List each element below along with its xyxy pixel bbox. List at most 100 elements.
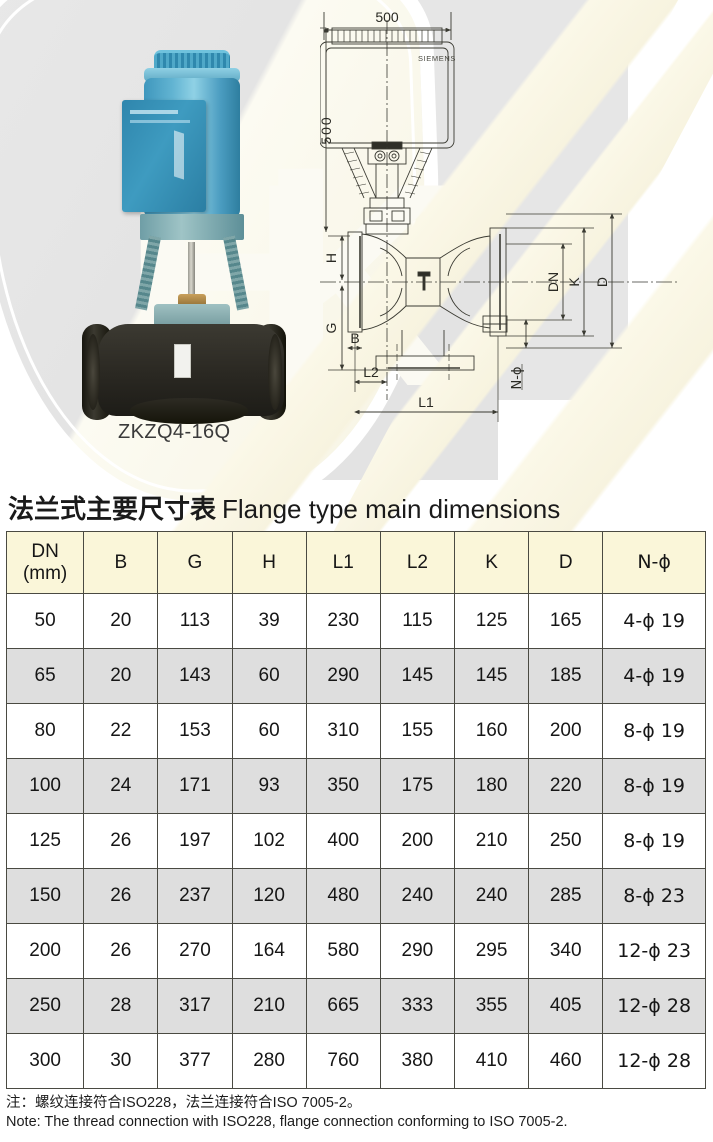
valve-flange-face-left <box>86 334 100 410</box>
table-row: 250 28 317 210 665 333 355 405 12-ϕ 28 <box>5 978 706 1034</box>
drawing-label-k: K <box>566 277 582 287</box>
table-cell: 285 <box>528 868 604 924</box>
table-cell: 480 <box>305 868 381 924</box>
product-illustration-area: ZKZQ4-16Q <box>0 0 713 480</box>
table-cell: 125 <box>5 813 85 869</box>
flange-dimension-table: DN (mm) B G H L1 L2 K D N-ϕ 50 20 113 39 230… <box>5 531 706 1089</box>
table-cell: 180 <box>453 758 530 814</box>
valve-bottom-flange <box>130 398 248 424</box>
table-cell: 300 <box>5 1033 85 1089</box>
table-cell: 12-ϕ 23 <box>602 923 706 979</box>
table-cell: 400 <box>305 813 381 869</box>
table-cell: 20 <box>83 593 159 649</box>
table-cell: 8-ϕ 23 <box>602 868 706 924</box>
drawing-label-dn: DN <box>545 272 561 292</box>
table-cell: 760 <box>305 1033 381 1089</box>
section-title: 法兰式主要尺寸表 Flange type main dimensions <box>8 489 560 526</box>
table-row: 200 26 270 164 580 290 295 340 12-ϕ 23 <box>5 923 706 979</box>
valve-stem <box>188 242 195 300</box>
table-cell: 8-ϕ 19 <box>602 703 706 759</box>
table-cell: 185 <box>528 648 604 704</box>
table-cell: 153 <box>157 703 233 759</box>
table-cell: 80 <box>5 703 85 759</box>
table-cell: 145 <box>379 648 455 704</box>
table-cell: 230 <box>305 593 381 649</box>
table-cell: 60 <box>231 648 307 704</box>
table-cell: 200 <box>528 703 604 759</box>
table-cell: 100 <box>5 758 85 814</box>
table-cell: 270 <box>157 923 233 979</box>
table-cell: 200 <box>5 923 85 979</box>
table-cell: 310 <box>305 703 381 759</box>
table-cell: 28 <box>83 978 159 1034</box>
table-cell: 340 <box>528 923 604 979</box>
table-cell: 24 <box>83 758 159 814</box>
table-cell: 145 <box>453 648 530 704</box>
table-cell: 20 <box>83 648 159 704</box>
table-cell: 317 <box>157 978 233 1034</box>
table-cell: 164 <box>231 923 307 979</box>
table-cell: 220 <box>528 758 604 814</box>
drawing-label-b: B <box>350 330 359 346</box>
actuator-model-mark <box>130 120 190 123</box>
column-header-l2: L2 <box>379 531 455 594</box>
table-row: 100 24 171 93 350 175 180 220 8-ϕ 19 <box>5 758 706 814</box>
table-cell: 250 <box>528 813 604 869</box>
table-cell: 290 <box>305 648 381 704</box>
footnote-chinese: 注：螺纹连接符合ISO228，法兰连接符合ISO 7005-2。 <box>6 1095 362 1111</box>
table-cell: 250 <box>5 978 85 1034</box>
actuator-neck <box>140 214 244 240</box>
table-cell: 113 <box>157 593 233 649</box>
table-cell: 39 <box>231 593 307 649</box>
table-cell: 295 <box>453 923 530 979</box>
column-header-h: H <box>231 531 307 594</box>
drawing-label-g: G <box>323 323 339 334</box>
table-cell: 377 <box>157 1033 233 1089</box>
table-header-row: DN (mm) B G H L1 L2 K D N-ϕ <box>5 531 706 594</box>
table-cell: 125 <box>453 593 530 649</box>
table-row: 125 26 197 102 400 200 210 250 8-ϕ 19 <box>5 813 706 869</box>
valve-flange-face-right <box>268 334 282 410</box>
column-header-k: K <box>453 531 530 594</box>
table-cell: 30 <box>83 1033 159 1089</box>
table-cell: 8-ϕ 19 <box>602 758 706 814</box>
drawing-dim-width-top: 500 <box>375 9 399 25</box>
footnotes: 注：螺纹连接符合ISO228，法兰连接符合ISO 7005-2。 Note: T… <box>6 1094 568 1132</box>
table-cell: 665 <box>305 978 381 1034</box>
table-cell: 410 <box>453 1033 530 1089</box>
technical-drawing: 500 500 SIEMENS H G B L2 L1 DN K D N-ϕ <box>320 0 713 478</box>
table-row: 300 30 377 280 760 380 410 460 12-ϕ 28 <box>5 1033 706 1089</box>
table-cell: 60 <box>231 703 307 759</box>
table-cell: 12-ϕ 28 <box>602 1033 706 1089</box>
table-cell: 50 <box>5 593 85 649</box>
drawing-label-h: H <box>323 253 339 263</box>
table-cell: 26 <box>83 813 159 869</box>
dimension-table-container: DN (mm) B G H L1 L2 K D N-ϕ 50 20 113 39 230… <box>5 531 706 1089</box>
table-row: 80 22 153 60 310 155 160 200 8-ϕ 19 <box>5 703 706 759</box>
table-cell: 160 <box>453 703 530 759</box>
table-cell: 290 <box>379 923 455 979</box>
column-header-b: B <box>83 531 159 594</box>
table-cell: 26 <box>83 868 159 924</box>
valve-nameplate <box>174 344 191 378</box>
column-header-dn-line2: (mm) <box>22 562 68 584</box>
column-header-l1: L1 <box>305 531 381 594</box>
product-photo <box>78 28 298 424</box>
column-header-d: D <box>528 531 604 594</box>
column-header-dn: DN (mm) <box>5 531 85 594</box>
actuator-control-box <box>122 100 206 212</box>
section-title-english: Flange type main dimensions <box>222 494 561 524</box>
table-cell: 8-ϕ 19 <box>602 813 706 869</box>
table-cell: 197 <box>157 813 233 869</box>
column-header-dn-line1: DN <box>31 541 59 563</box>
table-cell: 200 <box>379 813 455 869</box>
actuator-side-label <box>174 130 184 180</box>
table-cell: 240 <box>453 868 530 924</box>
actuator-brand-mark <box>130 110 178 114</box>
table-row: 150 26 237 120 480 240 240 285 8-ϕ 23 <box>5 868 706 924</box>
table-row: 50 20 113 39 230 115 125 165 4-ϕ 19 <box>5 593 706 649</box>
table-cell: 280 <box>231 1033 307 1089</box>
table-cell: 210 <box>453 813 530 869</box>
drawing-label-d: D <box>594 277 610 287</box>
table-cell: 350 <box>305 758 381 814</box>
